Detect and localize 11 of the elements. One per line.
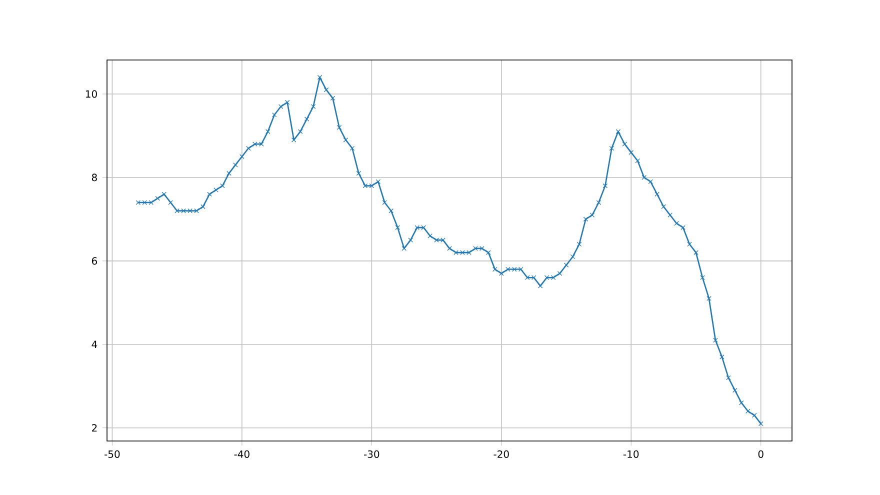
y-tick-label: 6 [92,257,97,265]
y-tick-label: 2 [92,424,97,432]
x-tick-label: -50 [104,450,120,458]
x-tick-label: -20 [494,450,509,458]
x-tick-label: -30 [364,450,380,458]
x-tick-label: 0 [758,450,764,458]
x-tick-label: -40 [234,450,250,458]
y-tick-label: 4 [92,340,98,348]
y-tick-label: 10 [86,90,97,98]
x-tick-label: -10 [623,450,639,458]
y-tick-label: 8 [92,174,97,182]
